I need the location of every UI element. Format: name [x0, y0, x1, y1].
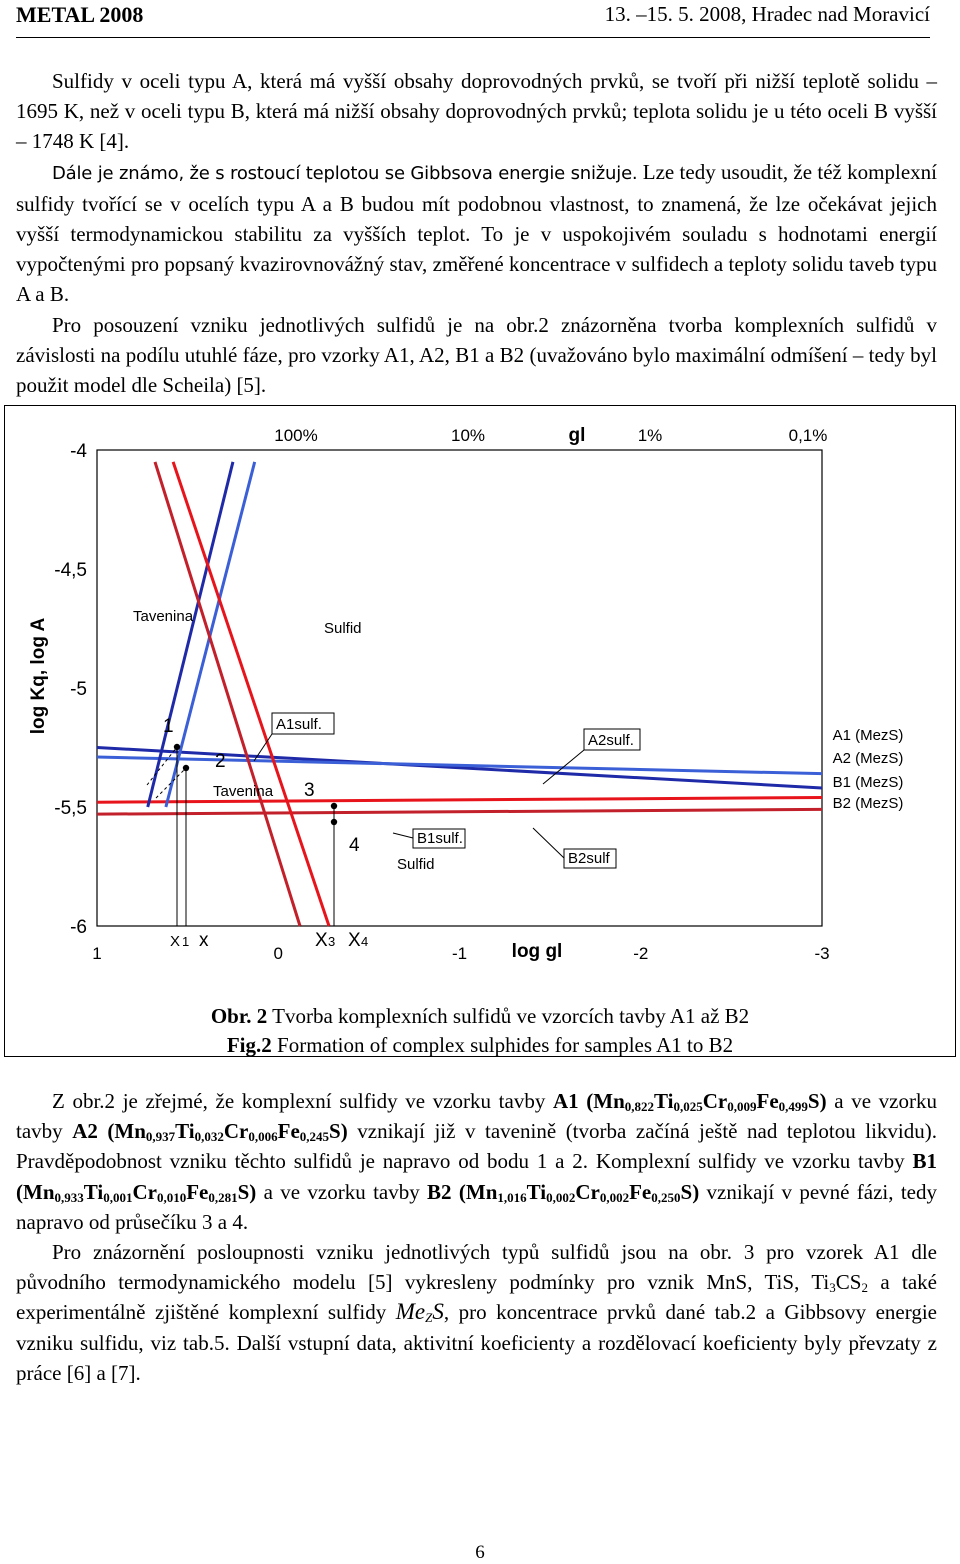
ti3cs2-formula: Ti3CS2 — [811, 1270, 868, 1296]
callout-b2sulf-leader — [532, 827, 565, 859]
x-axis-label: log gl — [512, 941, 563, 962]
caption-english-label: Fig.2 — [226, 1033, 272, 1057]
body-s1: Z obr.2 je zřejmé, že komplexní sulfidy … — [52, 1089, 553, 1113]
callout-a1sulf-box — [271, 712, 335, 735]
line-b2-sulfide — [153, 461, 302, 927]
sample-a2: A2 — [72, 1119, 98, 1144]
y-tick-label: -6 — [70, 917, 87, 938]
line-a1-sulfide — [146, 461, 235, 808]
body-paragraph-1: Z obr.2 je zřejmé, že komplexní sulfidy … — [16, 1086, 937, 1237]
a2-formula: (Mn0,937Ti0,032Cr0,006Fe0,245S) — [107, 1119, 348, 1145]
label-point-3: 3 — [304, 780, 315, 801]
label-point-1: 1 — [163, 716, 174, 737]
line-a1-mezs — [96, 746, 823, 790]
y-tick-label: -5 — [70, 679, 87, 700]
intro-paragraph-2: Dále je známo, že s rostoucí teplotou se… — [16, 157, 937, 310]
body-s2: a ve vzorku tavby — [16, 1089, 937, 1144]
x-tick-label: -3 — [814, 944, 829, 963]
marker-x1-sub: 1 — [182, 934, 189, 949]
callout-a2sulf-text: A2sulf. — [588, 732, 634, 749]
marker-x3-sub: 3 — [328, 934, 335, 949]
label-sulfid-bottom: Sulfid — [397, 856, 435, 873]
intro-paragraph-2b: Lze tedy usoudit, že též komplexní sulfi… — [16, 159, 937, 247]
intro-paragraph-1: Sulfidy v oceli typu A, která má vyšší o… — [16, 69, 937, 154]
body-p2b: a také experimentálně zjištěné komplexní… — [16, 1270, 937, 1325]
intro-paragraph-2c: To je v uspokojivém souladu s hodnotami … — [16, 222, 937, 307]
sample-b1: B1 — [912, 1149, 937, 1174]
intro-text: Sulfidy v oceli typu A, která má vyšší o… — [16, 66, 937, 400]
y-tick-label: -5,5 — [54, 798, 87, 819]
body-p2a: Pro znázornění posloupnosti vzniku jedno… — [16, 1240, 937, 1295]
label-sulfid-top: Sulfid — [324, 620, 362, 637]
callout-b2sulf-box — [563, 848, 617, 869]
body-text: Z obr.2 je zřejmé, že komplexní sulfidy … — [16, 1086, 937, 1388]
y-axis-label: log Kq, log A — [28, 618, 49, 735]
marker-x4-sub: 4 — [361, 934, 368, 949]
body-s3: vznikají již v tavenině (tvorba začíná j… — [16, 1119, 938, 1174]
label-tavenina-mid: Tavenina — [213, 783, 274, 800]
callout-b2sulf-text: B2sulf — [568, 850, 611, 867]
header-date-location: 13. –15. 5. 2008, Hradec nad Moravicí — [604, 2, 930, 26]
caption-english-text: Formation of complex sulphides for sampl… — [271, 1033, 734, 1057]
b2-formula: (Mn1,016Ti0,002Cr0,002Fe0,250S) — [458, 1179, 700, 1205]
line-b1-sulfide — [171, 461, 331, 927]
marker-x3: X — [315, 930, 328, 951]
legend-entry: A2 (MezS) — [833, 750, 904, 767]
callout-a1sulf-text: A1sulf. — [276, 716, 322, 733]
top-axis-label: gl — [569, 425, 586, 446]
body-p2c: , pro koncentrace prvků dané tab.2 a Gib… — [16, 1300, 937, 1385]
callout-a2sulf-leader — [542, 749, 585, 785]
x-tick-label: 0 — [274, 944, 283, 963]
line-b2-mezs — [96, 807, 823, 816]
caption-czech-label: Obr. 2 — [210, 1004, 268, 1028]
sample-a1: A1 — [552, 1089, 579, 1113]
callout-b1sulf-leader — [392, 832, 414, 839]
marker-x: x — [199, 930, 209, 951]
line-b1-mezs — [96, 795, 823, 804]
intro-paragraph-2a: Dále je známo, že s rostoucí teplotou se… — [52, 162, 638, 184]
sample-b2: B2 — [427, 1179, 452, 1204]
page-number: 6 — [475, 1542, 485, 1563]
body-paragraph-2: Pro znázornění posloupnosti vzniku jedno… — [16, 1237, 937, 1388]
label-point-4: 4 — [349, 835, 360, 856]
marker-x1: X — [170, 933, 180, 950]
callout-b1sulf-box — [412, 828, 466, 849]
dashed-helper — [146, 746, 178, 786]
callout-b1sulf-text: B1sulf. — [417, 830, 463, 847]
dashed-helper — [155, 767, 187, 799]
top-tick-label: 100% — [274, 426, 317, 445]
caption-czech: Obr. 2 Tvorba komplexních sulfidů ve vzo… — [0, 1002, 960, 1031]
label-tavenina-top: Tavenina — [133, 608, 194, 625]
header-conference-title: METAL 2008 — [16, 2, 144, 27]
top-tick-label: 1% — [638, 426, 663, 445]
intro-paragraph-3: Pro posouzení vzniku jednotlivých sulfid… — [16, 312, 937, 398]
y-tick-label: -4 — [70, 441, 87, 462]
line-a2-mezs — [96, 755, 823, 776]
top-tick-label: 10% — [451, 426, 485, 445]
plot-area — [96, 449, 823, 927]
x-tick-label: -2 — [633, 944, 648, 963]
legend-entry: B2 (MezS) — [833, 795, 904, 812]
body-s4: a ve vzorku tavby — [256, 1179, 428, 1204]
callout-a2sulf-box — [583, 728, 641, 751]
header-rule — [16, 37, 930, 38]
legend-entry: A1 (MezS) — [833, 727, 904, 744]
figure-frame — [4, 405, 956, 1057]
legend-entry: B1 (MezS) — [833, 774, 904, 791]
marker-x4: X — [348, 930, 361, 951]
label-point-2: 2 — [215, 751, 226, 772]
a1-formula: (Mn0,822Ti0,025Cr0,009Fe0,499S) — [586, 1089, 827, 1114]
caption-czech-text: Tvorba komplexních sulfidů ve vzorcích t… — [267, 1004, 750, 1028]
callout-a1sulf-leader — [253, 733, 273, 762]
x-tick-label: -1 — [452, 944, 467, 963]
top-tick-label: 0,1% — [789, 426, 828, 445]
y-tick-label: -4,5 — [54, 560, 87, 581]
mezs-formula: MeZS — [395, 1299, 444, 1326]
b1-formula: (Mn0,933Ti0,001Cr0,010Fe0,281S) — [16, 1179, 257, 1205]
x-tick-label: 1 — [92, 944, 101, 963]
body-s5: vznikají v pevné fázi, tedy napravo od p… — [16, 1179, 937, 1234]
caption-english: Fig.2 Formation of complex sulphides for… — [0, 1031, 960, 1060]
